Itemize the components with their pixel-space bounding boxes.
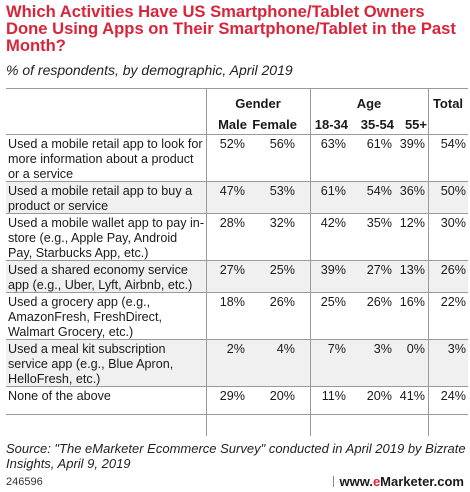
data-cell: 4% bbox=[276, 342, 295, 356]
chart-subtitle: % of respondents, by demographic, April … bbox=[6, 62, 293, 78]
data-cell: 53% bbox=[269, 184, 295, 198]
data-cell: 54% bbox=[366, 184, 392, 198]
data-cell: 56% bbox=[269, 137, 295, 151]
brand-logo: www.eMarketer.com bbox=[333, 474, 464, 489]
data-cell: 0% bbox=[406, 342, 425, 356]
table-rule bbox=[6, 292, 468, 293]
data-cell: 29% bbox=[219, 389, 245, 403]
group-header: Age bbox=[356, 96, 382, 111]
data-cell: 27% bbox=[366, 263, 392, 277]
row-label: Used a grocery app (e.g., AmazonFresh, F… bbox=[8, 295, 162, 339]
data-cell: 25% bbox=[269, 263, 295, 277]
row-label: Used a meal kit subscription service app… bbox=[8, 342, 174, 386]
row-label: Used a mobile wallet app to pay in-store… bbox=[8, 216, 205, 260]
data-cell: 13% bbox=[399, 263, 425, 277]
source-note: Source: "The eMarketer Ecommerce Survey"… bbox=[6, 441, 466, 471]
data-table: Gender Age Total Male Female 18-34 35-54 55+ Use… bbox=[6, 88, 468, 436]
table-rule bbox=[6, 181, 468, 182]
brand-prefix: www. bbox=[339, 474, 373, 489]
chart-id: 246596 bbox=[6, 476, 43, 488]
table-rule bbox=[6, 260, 468, 261]
data-cell: 42% bbox=[320, 216, 346, 230]
data-cell: 11% bbox=[321, 389, 346, 403]
data-cell: 26% bbox=[440, 263, 466, 277]
data-cell: 39% bbox=[320, 263, 346, 277]
row-label: Used a mobile retail app to look for mor… bbox=[8, 137, 203, 181]
column-header: 18-34 bbox=[314, 117, 348, 132]
data-cell: 63% bbox=[320, 137, 346, 151]
data-cell: 25% bbox=[320, 295, 346, 309]
data-cell: 22% bbox=[440, 295, 466, 309]
data-cell: 18% bbox=[219, 295, 245, 309]
data-cell: 3% bbox=[447, 342, 466, 356]
row-background bbox=[6, 260, 468, 292]
data-cell: 32% bbox=[269, 216, 295, 230]
row-background bbox=[6, 339, 468, 386]
data-cell: 50% bbox=[440, 184, 466, 198]
data-cell: 61% bbox=[366, 137, 392, 151]
table-rule bbox=[6, 213, 468, 214]
data-cell: 30% bbox=[440, 216, 466, 230]
data-cell: 61% bbox=[320, 184, 346, 198]
data-cell: 35% bbox=[366, 216, 392, 230]
row-background bbox=[6, 181, 468, 213]
data-cell: 28% bbox=[219, 216, 245, 230]
column-header: 55+ bbox=[404, 117, 427, 132]
group-header: Total bbox=[432, 96, 464, 111]
data-cell: 3% bbox=[373, 342, 392, 356]
data-cell: 24% bbox=[440, 389, 466, 403]
brand-divider bbox=[333, 476, 335, 487]
column-header: Female bbox=[252, 117, 297, 132]
data-cell: 27% bbox=[219, 263, 245, 277]
data-cell: 47% bbox=[219, 184, 245, 198]
data-cell: 7% bbox=[327, 342, 346, 356]
data-cell: 52% bbox=[219, 137, 245, 151]
table-rule bbox=[6, 414, 468, 415]
brand-accent: e bbox=[372, 474, 381, 489]
row-label: None of the above bbox=[8, 389, 111, 403]
data-cell: 26% bbox=[366, 295, 392, 309]
data-cell: 16% bbox=[399, 295, 425, 309]
column-header: Male bbox=[218, 117, 247, 132]
column-divider bbox=[428, 88, 429, 436]
data-cell: 41% bbox=[399, 389, 425, 403]
data-cell: 20% bbox=[269, 389, 295, 403]
brand-suffix: Marketer.com bbox=[380, 474, 464, 489]
data-cell: 26% bbox=[269, 295, 295, 309]
group-header: Gender bbox=[235, 96, 281, 111]
data-cell: 54% bbox=[440, 137, 466, 151]
chart-title: Which Activities Have US Smartphone/Tabl… bbox=[6, 2, 456, 55]
column-divider bbox=[310, 88, 311, 436]
row-label: Used a shared economy service app (e.g.,… bbox=[8, 263, 193, 292]
data-cell: 2% bbox=[226, 342, 245, 356]
column-header: 35-54 bbox=[360, 117, 394, 132]
row-label: Used a mobile retail app to buy a produc… bbox=[8, 184, 193, 213]
data-cell: 39% bbox=[399, 137, 425, 151]
data-cell: 12% bbox=[399, 216, 425, 230]
column-divider bbox=[206, 88, 207, 436]
table-rule bbox=[6, 386, 468, 387]
data-cell: 36% bbox=[399, 184, 425, 198]
table-rule bbox=[6, 88, 468, 89]
data-cell: 20% bbox=[366, 389, 392, 403]
table-rule bbox=[6, 339, 468, 340]
table-rule bbox=[6, 134, 468, 135]
